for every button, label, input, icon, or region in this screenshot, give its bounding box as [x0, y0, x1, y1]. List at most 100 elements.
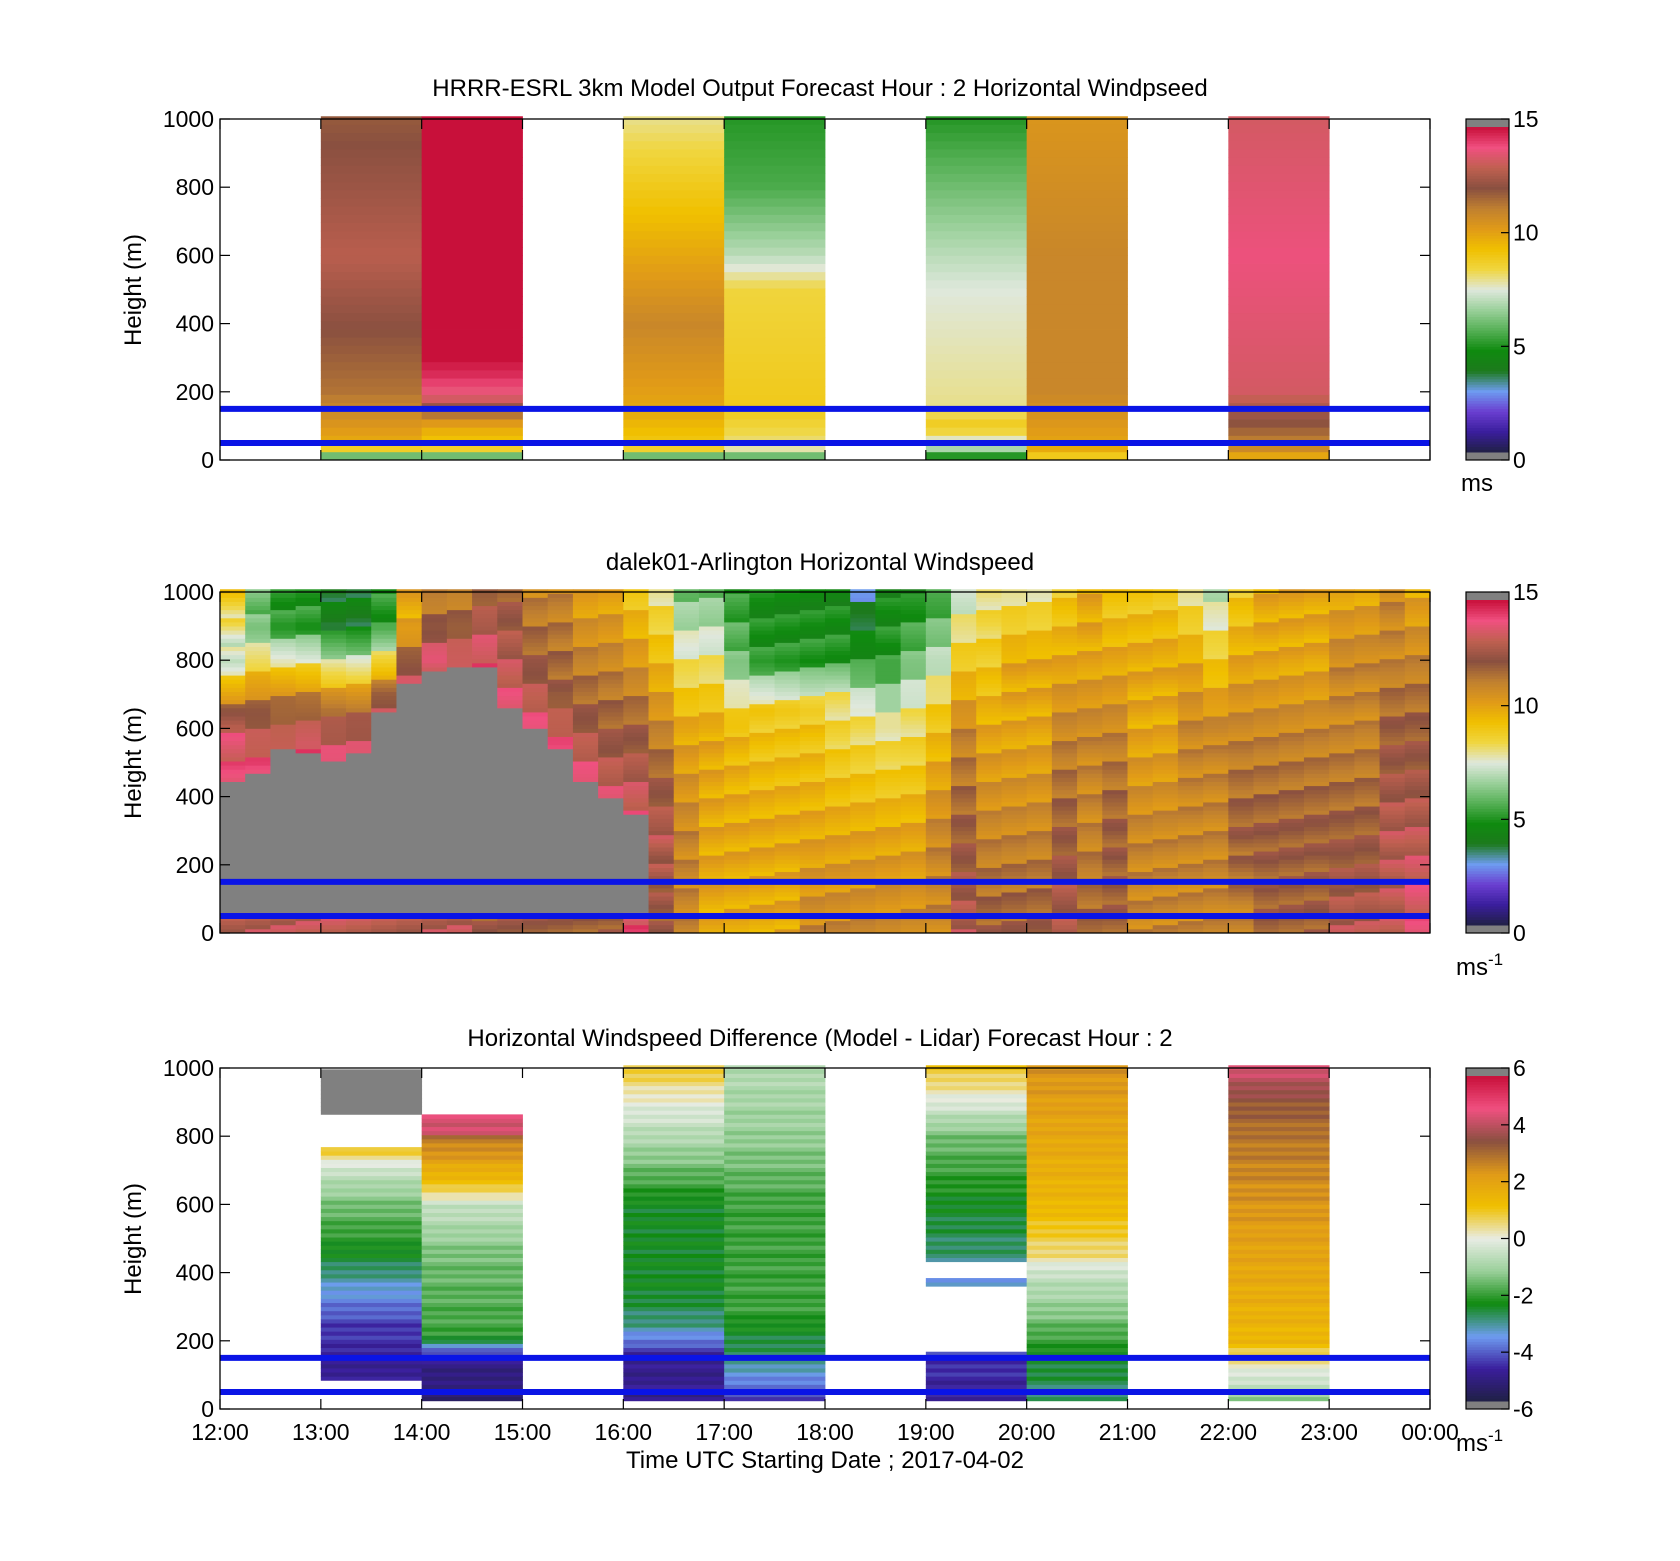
heatmap-cell: [320, 427, 423, 436]
heatmap-cell: [421, 435, 523, 445]
heatmap-cell: [724, 239, 826, 248]
heatmap-cell: [1026, 601, 1053, 607]
heatmap-cell: [850, 748, 876, 754]
heatmap-cell: [1379, 834, 1406, 840]
heatmap-cell: [1077, 675, 1103, 680]
heatmap-cell: [774, 716, 801, 721]
heatmap-cell: [320, 1204, 423, 1209]
heatmap-cell: [623, 761, 649, 766]
heatmap-cell: [925, 863, 952, 868]
heatmap-cell: [497, 855, 523, 860]
heatmap-cell: [396, 740, 423, 746]
heatmap-cell: [648, 712, 675, 717]
heatmap-cell: [295, 605, 322, 611]
heatmap-cell: [825, 785, 851, 791]
heatmap-cell: [648, 703, 675, 709]
heatmap-cell: [320, 419, 423, 428]
heatmap-cell: [925, 920, 952, 926]
heatmap-cell: [572, 752, 599, 758]
heatmap-cell: [346, 871, 372, 877]
heatmap-cell: [320, 1147, 423, 1152]
heatmap-cell: [220, 773, 246, 778]
heatmap-cell: [1177, 642, 1204, 647]
heatmap-cell: [1379, 732, 1406, 737]
heatmap-cell: [673, 622, 700, 627]
heatmap-cell: [976, 617, 1002, 623]
colorbar-segment: [1466, 127, 1509, 131]
heatmap-cell: [1228, 679, 1254, 684]
heatmap-cell: [320, 140, 423, 150]
heatmap-cell: [1152, 626, 1179, 631]
heatmap-cell: [976, 658, 1002, 664]
heatmap-cell: [320, 675, 347, 680]
heatmap-cell: [673, 748, 700, 754]
heatmap-cell: [925, 206, 1028, 215]
heatmap-cell: [1051, 814, 1078, 819]
heatmap-cell: [1001, 908, 1028, 913]
heatmap-cell: [799, 781, 826, 787]
heatmap-cell: [875, 875, 902, 881]
heatmap-cell: [1077, 785, 1103, 791]
heatmap-cell: [1077, 802, 1103, 807]
heatmap-cell: [1051, 691, 1078, 697]
heatmap-cell: [522, 712, 549, 717]
heatmap-cell: [1051, 887, 1078, 893]
heatmap-cell: [421, 646, 448, 652]
heatmap-cell: [220, 757, 246, 762]
heatmap-cell: [1152, 748, 1179, 754]
panel-2-colorbar-unit: ms-1: [1456, 950, 1503, 981]
colorbar-segment: [1466, 640, 1509, 644]
heatmap-cell: [1278, 695, 1305, 701]
colorbar-segment: [1466, 235, 1509, 239]
heatmap-cell: [270, 593, 297, 598]
panel-1-title: HRRR-ESRL 3km Model Output Forecast Hour…: [432, 75, 1207, 102]
heatmap-cell: [875, 609, 902, 615]
heatmap-cell: [1203, 793, 1229, 799]
heatmap-cell: [1001, 900, 1028, 905]
heatmap-cell: [522, 781, 549, 787]
heatmap-cell: [1404, 867, 1431, 873]
heatmap-cell: [421, 748, 448, 754]
colorbar-segment: [1466, 770, 1509, 774]
heatmap-cell: [220, 626, 246, 631]
y-tick-label: 400: [176, 311, 214, 337]
heatmap-cell: [497, 806, 523, 811]
heatmap-cell: [1026, 247, 1128, 256]
heatmap-cell: [1177, 601, 1204, 607]
heatmap-cell: [976, 830, 1002, 836]
heatmap-cell: [1379, 634, 1406, 639]
heatmap-cell: [799, 712, 826, 717]
heatmap-cell: [320, 712, 347, 717]
heatmap-cell: [572, 683, 599, 688]
heatmap-cell: [1051, 622, 1078, 627]
heatmap-cell: [925, 410, 1028, 420]
heatmap-cell: [1177, 654, 1204, 660]
heatmap-cell: [799, 675, 826, 680]
colorbar-segment: [1466, 305, 1509, 309]
heatmap-cell: [1177, 703, 1204, 709]
colorbar-segment: [1466, 303, 1509, 307]
heatmap-cell: [1228, 378, 1330, 387]
heatmap-cell: [1152, 597, 1179, 602]
heatmap-cell: [371, 814, 397, 819]
heatmap-cell: [1001, 752, 1028, 758]
heatmap-cell: [320, 896, 347, 901]
heatmap-cell: [446, 904, 473, 909]
heatmap-cell: [1203, 830, 1229, 836]
heatmap-cell: [346, 818, 372, 823]
heatmap-cell: [1001, 806, 1028, 811]
heatmap-cell: [396, 875, 423, 881]
heatmap-cell: [547, 896, 574, 901]
heatmap-cell: [1303, 830, 1330, 836]
heatmap-cell: [472, 740, 498, 746]
heatmap-cell: [698, 748, 725, 754]
heatmap-cell: [1102, 732, 1128, 737]
heatmap-cell: [623, 638, 649, 643]
heatmap-cell: [472, 757, 498, 762]
colorbar-segment: [1466, 267, 1509, 272]
heatmap-cell: [623, 263, 725, 273]
colorbar-segment: [1466, 908, 1509, 912]
heatmap-cell: [1001, 896, 1028, 901]
heatmap-cell: [1203, 900, 1229, 905]
heatmap-cell: [698, 797, 725, 803]
